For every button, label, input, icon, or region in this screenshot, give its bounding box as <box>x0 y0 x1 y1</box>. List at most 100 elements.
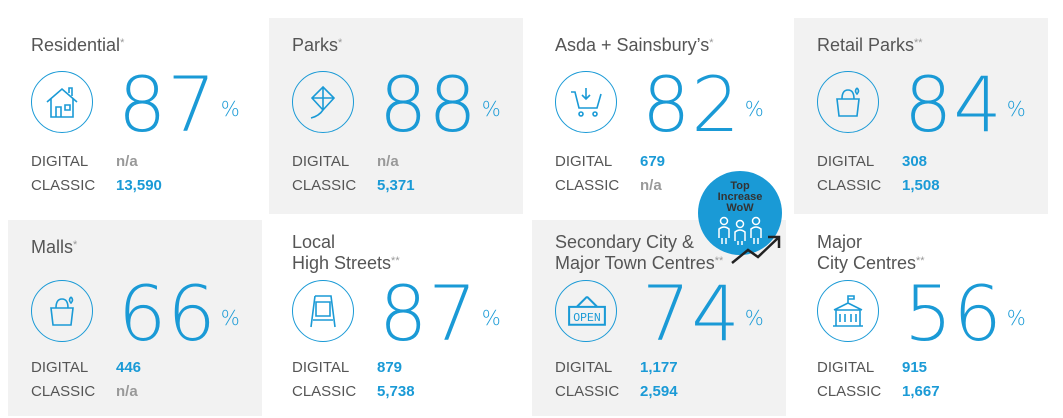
classic-value: 1,667 <box>902 383 940 400</box>
classic-row: CLASSIC n/a <box>31 383 138 400</box>
footnote-mark: * <box>73 239 78 251</box>
footnote-mark: ** <box>714 255 724 267</box>
digital-value: 679 <box>640 153 666 170</box>
card-title: Major City Centres** <box>817 232 925 274</box>
card-text: CLASSIC <box>817 177 882 194</box>
digital-row: DIGITAL n/a <box>292 153 399 170</box>
card-title: Residential* <box>31 35 124 56</box>
classic-value: 13,590 <box>116 177 162 194</box>
badge-text: WoW <box>726 202 754 214</box>
digital-value: n/a <box>377 153 399 170</box>
classic-row: CLASSIC 13,590 <box>31 177 162 194</box>
percentage: 87% <box>118 67 241 143</box>
card-title: Secondary City & Major Town Centres** <box>555 232 723 274</box>
location-card: Retail Parks** 84% DIGITAL 308 CLASSIC 1,508 <box>794 18 1048 214</box>
footnote-mark: ** <box>916 255 925 267</box>
card-text <box>50 296 74 326</box>
card-title: Parks* <box>292 35 342 56</box>
card-text: CLASSIC <box>817 383 882 400</box>
digital-value: 879 <box>377 359 403 376</box>
card-text: 87 <box>118 60 217 149</box>
card-text: Asda + Sainsbury’s <box>555 35 710 55</box>
classic-value: 5,738 <box>377 383 415 400</box>
classic-row: CLASSIC 2,594 <box>555 383 678 400</box>
card-text: % <box>744 306 765 330</box>
card-text: DIGITAL <box>817 359 875 376</box>
card-text: Residential <box>31 35 121 55</box>
card-text: CLASSIC <box>555 383 620 400</box>
card-text: Secondary City & <box>555 232 695 252</box>
card-text: CLASSIC <box>31 383 96 400</box>
classic-row: CLASSIC 1,667 <box>817 383 940 400</box>
card-text: % <box>220 306 241 330</box>
card-text <box>571 88 602 117</box>
card-title: Local High Streets** <box>292 232 400 274</box>
percentage: 82% <box>642 67 765 143</box>
card-text: DIGITAL <box>31 359 89 376</box>
card-text: 74 <box>642 269 741 358</box>
location-card: Parks* 88% DIGITAL n/a CLASSIC 5,371 <box>269 18 523 214</box>
card-text: CLASSIC <box>555 177 620 194</box>
card-title: Retail Parks** <box>817 35 923 56</box>
classic-row: CLASSIC 5,371 <box>292 177 415 194</box>
digital-row: DIGITAL 679 <box>555 153 665 170</box>
card-text: Parks <box>292 35 339 55</box>
digital-row: DIGITAL 1,177 <box>555 359 678 376</box>
card-text <box>310 85 336 119</box>
card-text: 66 <box>118 269 217 358</box>
card-text: Malls <box>31 237 74 257</box>
trend-arrow-icon <box>731 235 781 264</box>
digital-row: DIGITAL 879 <box>292 359 402 376</box>
card-text: CLASSIC <box>31 177 96 194</box>
card-text: 56 <box>904 269 1003 358</box>
card-text <box>833 295 863 327</box>
card-text: DIGITAL <box>555 359 613 376</box>
badge-text: Top <box>730 180 750 192</box>
digital-row: DIGITAL n/a <box>31 153 138 170</box>
shopping-bag-icon <box>31 280 93 342</box>
card-text: % <box>744 97 765 121</box>
top-increase-badge: Top Increase WoW <box>698 171 782 255</box>
card-text: Retail Parks <box>817 35 915 55</box>
location-card: Local High Streets** 87% DIGITAL 879 CLASSIC 5… <box>269 220 523 416</box>
footnote-mark: ** <box>391 255 400 267</box>
digital-value: 915 <box>902 359 928 376</box>
footnote-mark: * <box>120 37 125 49</box>
percentage: 88% <box>379 67 502 143</box>
card-text: City Centres <box>817 253 917 273</box>
shopping-bag-icon <box>817 71 879 133</box>
card-text: Major <box>817 232 863 252</box>
digital-row: DIGITAL 915 <box>817 359 927 376</box>
open-sign-icon: OPEN <box>555 280 617 342</box>
classic-value: 5,371 <box>377 177 415 194</box>
card-text: DIGITAL <box>31 153 89 170</box>
card-text: Local <box>292 232 336 252</box>
location-card: Major City Centres** 56% DIGITAL 915 CLASSIC 1… <box>794 220 1048 416</box>
footnote-mark: * <box>338 37 343 49</box>
card-text: DIGITAL <box>292 153 350 170</box>
location-card: Secondary City & Major Town Centres** OPEN… <box>532 220 786 416</box>
card-text: % <box>1006 306 1027 330</box>
card-title: Malls* <box>31 237 77 258</box>
card-text: % <box>1006 97 1027 121</box>
card-text: 82 <box>642 60 741 149</box>
location-card: Asda + Sainsbury’s* 82% DIGITAL 679 CLASSIC n… <box>532 18 786 214</box>
classic-value: n/a <box>640 177 662 194</box>
a-board-sign-icon <box>292 280 354 342</box>
card-text: 84 <box>904 60 1003 149</box>
card-text: High Streets <box>292 253 392 273</box>
card-text: CLASSIC <box>292 177 357 194</box>
percentage: 56% <box>904 276 1027 352</box>
percentage: 74% <box>642 276 765 352</box>
town-hall-icon <box>817 280 879 342</box>
card-text: OPEN <box>568 295 606 326</box>
location-card: Malls* 66% DIGITAL 446 CLASSIC n/a <box>8 220 262 416</box>
card-text: DIGITAL <box>555 153 613 170</box>
classic-row: CLASSIC 5,738 <box>292 383 415 400</box>
card-text <box>836 87 860 117</box>
card-text: 87 <box>379 269 478 358</box>
card-text: % <box>220 97 241 121</box>
digital-value: 446 <box>116 359 142 376</box>
card-text: 88 <box>379 60 478 149</box>
card-text: OPEN <box>573 312 601 325</box>
